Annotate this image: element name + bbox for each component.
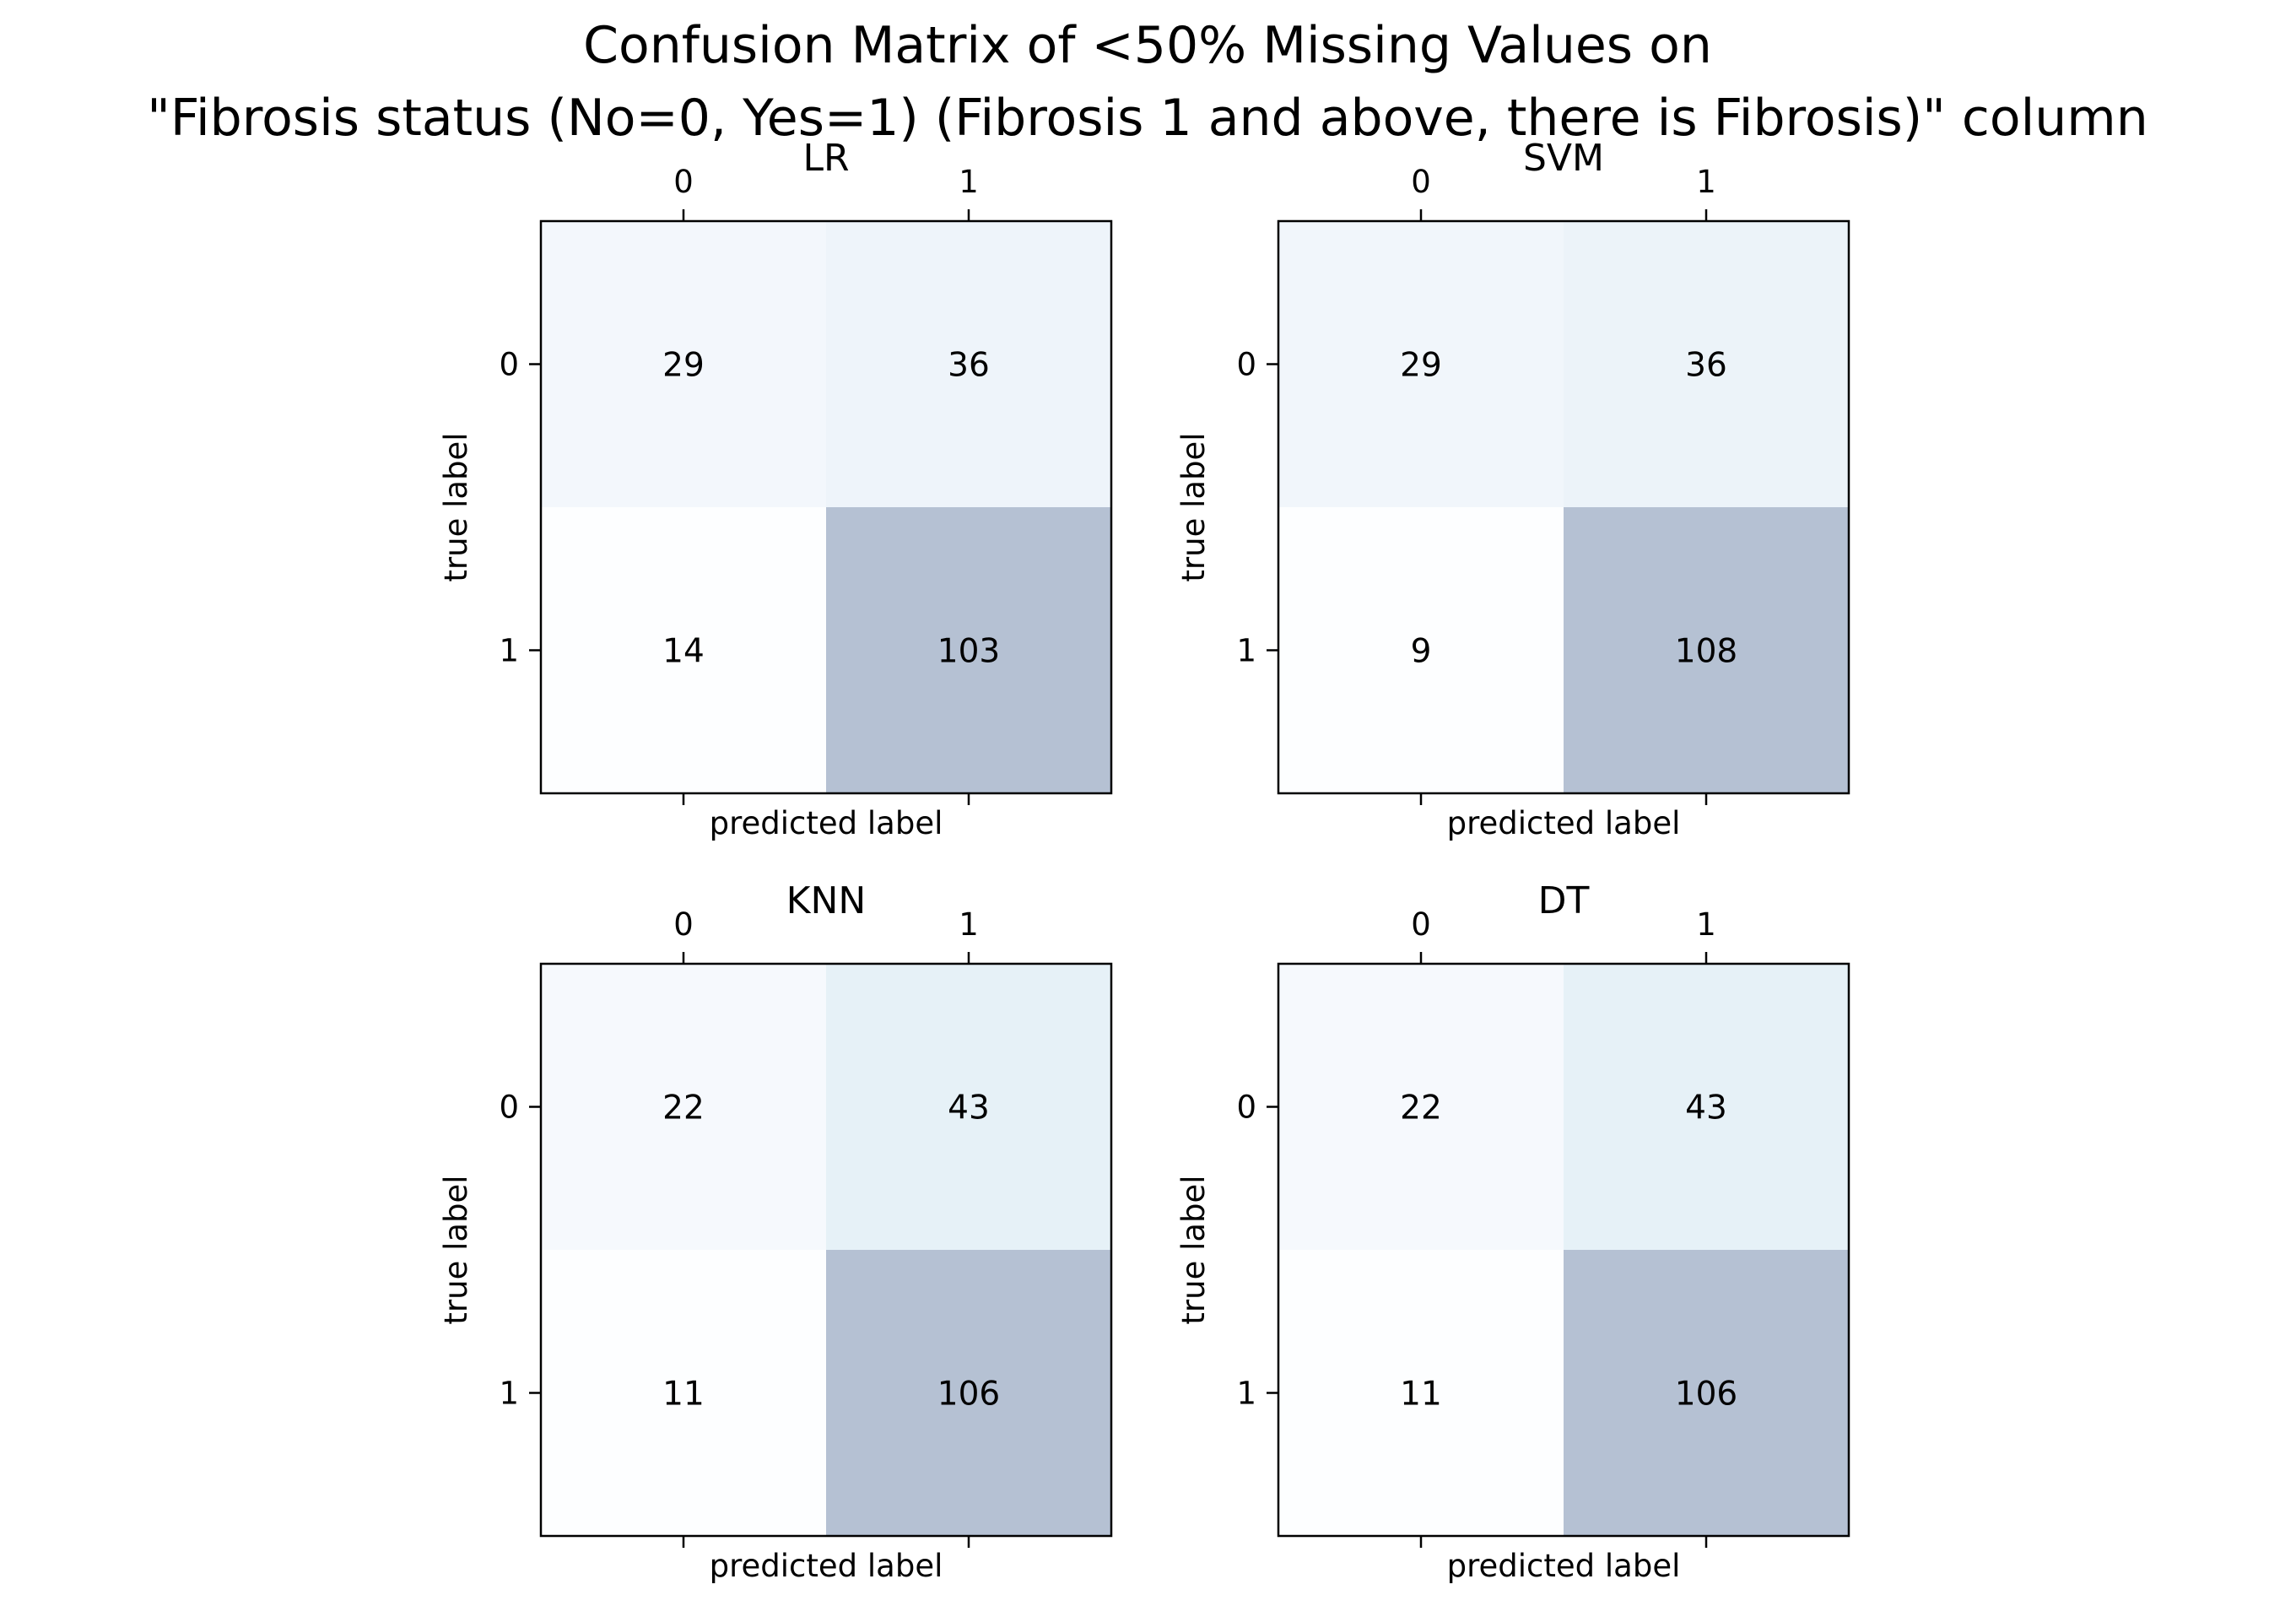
- matrix-cell-0-0: [1278, 221, 1564, 507]
- subplot-title: KNN: [786, 879, 867, 922]
- cell-value-1-1: 106: [937, 1376, 1000, 1414]
- cell-value-0-1: 43: [1685, 1090, 1727, 1127]
- x-axis-label: predicted label: [1447, 805, 1681, 841]
- subplot-grid: 29 36 14 103 0 1 0 1 LR predicted label true label…: [438, 137, 1850, 1584]
- cell-value-0-1: 43: [948, 1090, 990, 1127]
- x-tick-label: 1: [959, 164, 979, 200]
- cell-value-1-1: 108: [1675, 633, 1737, 671]
- figure-title: Confusion Matrix of <50% Missing Values …: [147, 16, 2148, 148]
- cell-value-1-0: 9: [1411, 633, 1432, 671]
- matrix-cell-0-0: [541, 964, 826, 1250]
- x-tick-label: 0: [1411, 164, 1431, 200]
- cell-value-1-0: 11: [662, 1376, 705, 1414]
- matrix-cell-1-1: [826, 1250, 1111, 1536]
- matrix-cell-1-1: [1564, 507, 1849, 793]
- y-tick-label: 0: [1236, 347, 1256, 383]
- y-tick-label: 1: [1236, 1376, 1256, 1412]
- y-tick-label: 1: [1236, 633, 1256, 669]
- y-tick-label: 1: [499, 633, 519, 669]
- cell-value-1-0: 14: [662, 633, 705, 671]
- matrix-cell-0-1: [826, 221, 1111, 507]
- figure-title-line: "Fibrosis status (No=0, Yes=1) (Fibrosis…: [147, 89, 2148, 148]
- cell-value-0-0: 22: [662, 1090, 705, 1127]
- cell-value-1-0: 11: [1400, 1376, 1442, 1414]
- x-tick-label: 0: [1411, 906, 1431, 943]
- x-tick-label: 1: [1696, 164, 1716, 200]
- axes-frame: [1277, 219, 1850, 795]
- matrix-cell-1-0: [1278, 1250, 1564, 1536]
- axes-frame: [1277, 962, 1850, 1538]
- cell-value-1-1: 103: [937, 633, 1000, 671]
- x-tick-label: 1: [959, 906, 979, 943]
- matrix-cell-0-1: [1564, 964, 1849, 1250]
- cell-value-0-0: 29: [1400, 347, 1442, 385]
- matrix-cell-1-0: [541, 1250, 826, 1536]
- confusion-matrix-svm: 29 36 9 108 0 1 0 1 SVM predicted label true label: [1175, 137, 1850, 841]
- cell-value-0-1: 36: [1685, 347, 1727, 385]
- subplot-title: LR: [802, 137, 849, 180]
- axes-frame: [539, 219, 1113, 795]
- x-tick-label: 0: [673, 164, 694, 200]
- axes-frame: [539, 962, 1113, 1538]
- matrix-cell-1-1: [826, 507, 1111, 793]
- y-axis-label: true label: [438, 432, 474, 581]
- x-tick-label: 0: [673, 906, 694, 943]
- cell-value-1-1: 106: [1675, 1376, 1737, 1414]
- confusion-matrix-lr: 29 36 14 103 0 1 0 1 LR predicted label true label: [438, 137, 1113, 841]
- subplot-title: SVM: [1523, 137, 1604, 180]
- x-tick-label: 1: [1696, 906, 1716, 943]
- y-tick-label: 0: [499, 1090, 519, 1126]
- x-axis-label: predicted label: [710, 1548, 943, 1584]
- y-axis-label: true label: [1175, 1175, 1212, 1324]
- cell-value-0-0: 29: [662, 347, 705, 385]
- matrix-cell-1-0: [541, 507, 826, 793]
- y-tick-label: 1: [499, 1376, 519, 1412]
- matrix-cell-0-1: [1564, 221, 1849, 507]
- cell-value-0-0: 22: [1400, 1090, 1442, 1127]
- matrix-cell-0-0: [1278, 964, 1564, 1250]
- figure-title-line: Confusion Matrix of <50% Missing Values …: [583, 16, 1712, 75]
- confusion-matrix-knn: 22 43 11 106 0 1 0 1 KNN predicted label true labe…: [438, 879, 1113, 1584]
- matrix-cell-0-0: [541, 221, 826, 507]
- x-axis-label: predicted label: [1447, 1548, 1681, 1584]
- y-axis-label: true label: [1175, 432, 1212, 581]
- matrix-cell-1-0: [1278, 507, 1564, 793]
- confusion-matrix-dt: 22 43 11 106 0 1 0 1 DT predicted label true label: [1175, 879, 1850, 1584]
- matrix-cell-1-1: [1564, 1250, 1849, 1536]
- matrix-cell-0-1: [826, 964, 1111, 1250]
- y-tick-label: 0: [1236, 1090, 1256, 1126]
- cell-value-0-1: 36: [948, 347, 990, 385]
- subplot-title: DT: [1538, 879, 1590, 922]
- y-axis-label: true label: [438, 1175, 474, 1324]
- x-axis-label: predicted label: [710, 805, 943, 841]
- y-tick-label: 0: [499, 347, 519, 383]
